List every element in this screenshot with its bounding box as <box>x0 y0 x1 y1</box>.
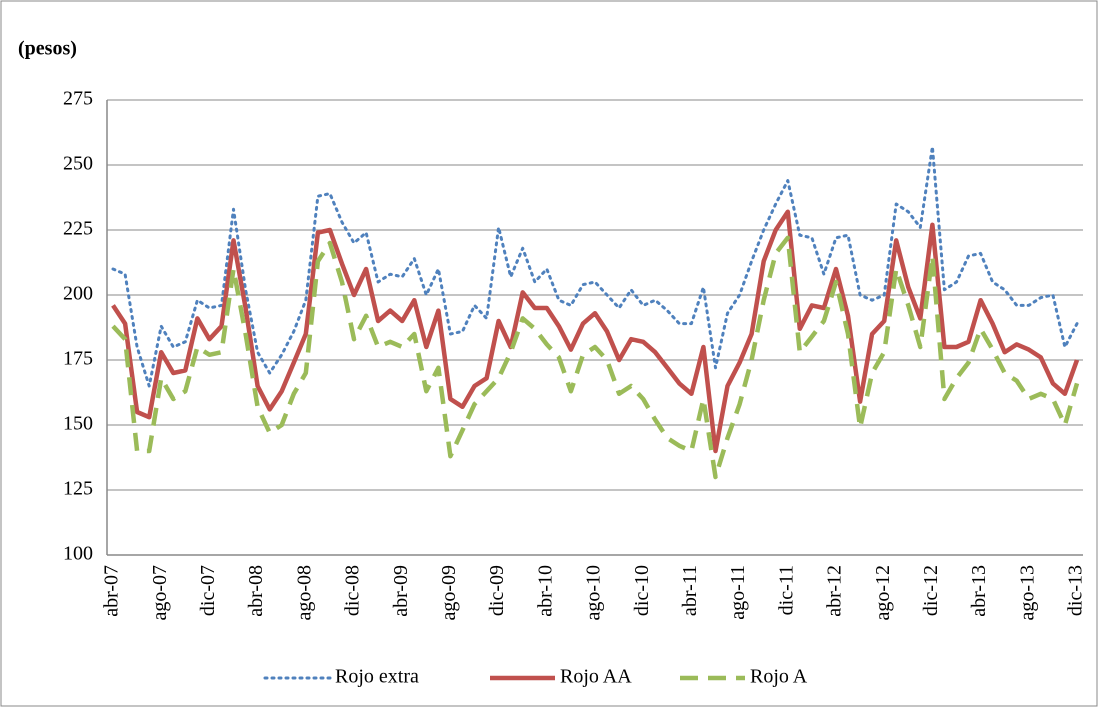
y-tick-label: 225 <box>63 218 93 240</box>
x-tick-label: dic-10 <box>631 565 653 616</box>
y-tick-label: 275 <box>63 88 93 110</box>
series-line <box>111 209 1080 454</box>
y-tick-label: 100 <box>63 543 93 565</box>
x-tick-label: dic-07 <box>197 565 219 616</box>
x-tick-label: ago-11 <box>727 565 749 620</box>
x-tick-label: abr-10 <box>534 565 556 617</box>
x-tick-label: abr-09 <box>390 565 412 617</box>
y-axis-label: (pesos) <box>18 38 77 60</box>
x-tick-label: abr-11 <box>679 565 701 616</box>
x-tick-label: abr-13 <box>968 565 990 617</box>
y-tick-label: 150 <box>63 413 93 435</box>
x-tick-label: ago-13 <box>1016 565 1038 621</box>
series-line <box>111 145 1079 388</box>
x-tick-label: ago-07 <box>149 565 171 621</box>
x-tick-label: ago-12 <box>872 565 894 621</box>
legend-label: Rojo AA <box>560 666 632 688</box>
x-tick-label: ago-10 <box>583 565 605 621</box>
x-tick-label: ago-08 <box>293 565 315 621</box>
legend-label: Rojo extra <box>335 666 419 688</box>
x-tick-label: abr-12 <box>824 565 846 617</box>
legend-label: Rojo A <box>750 666 808 688</box>
series-line <box>111 235 1080 480</box>
x-tick-label: ago-09 <box>438 565 460 621</box>
x-tick-label: abr-08 <box>245 565 267 617</box>
y-tick-label: 125 <box>63 478 93 500</box>
x-tick-label: dic-13 <box>1065 565 1087 616</box>
x-tick-label: abr-07 <box>101 565 123 617</box>
y-tick-label: 200 <box>63 283 93 305</box>
y-tick-label: 250 <box>63 153 93 175</box>
x-tick-label: dic-09 <box>486 565 508 616</box>
x-tick-label: dic-08 <box>342 565 364 616</box>
x-tick-label: dic-11 <box>775 565 797 615</box>
x-tick-label: dic-12 <box>920 565 942 616</box>
y-tick-label: 175 <box>63 348 93 370</box>
